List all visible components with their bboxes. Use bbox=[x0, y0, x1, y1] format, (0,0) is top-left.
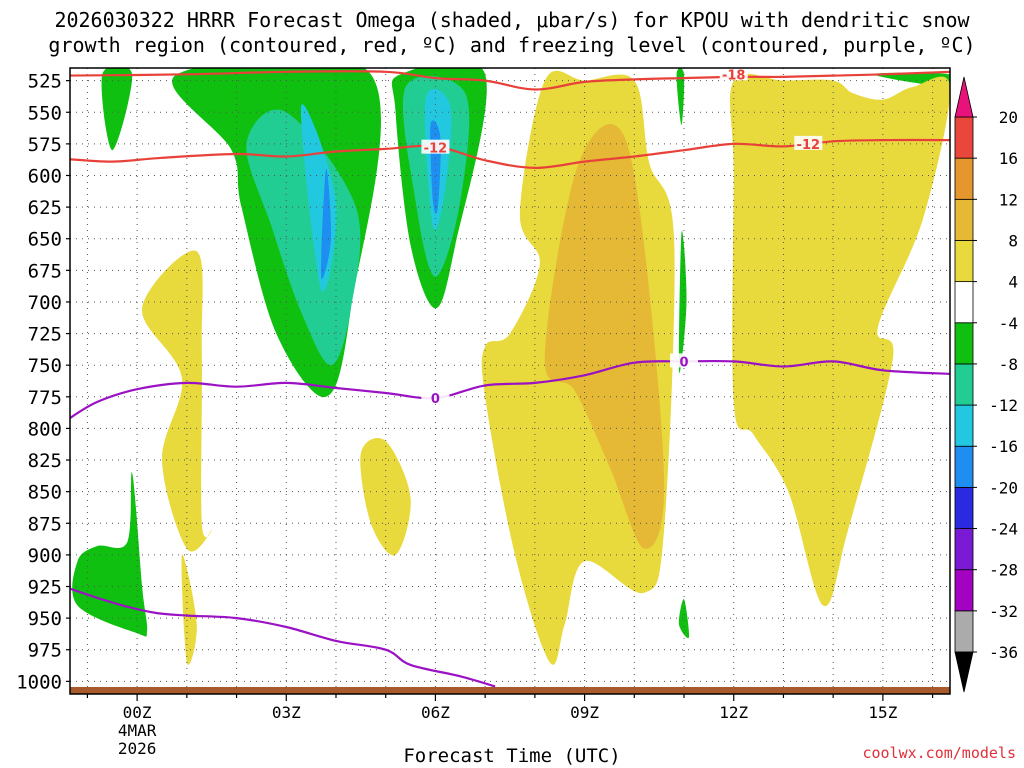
contour-label-2: -12 bbox=[797, 138, 821, 153]
y-tick-label-675: 675 bbox=[28, 260, 62, 282]
y-tick-label-775: 775 bbox=[28, 387, 62, 409]
colorbar-segment-16 bbox=[954, 116, 974, 159]
contour-label-bg-4 bbox=[670, 353, 699, 368]
x-tick-label-06Z: 06Z bbox=[421, 703, 450, 722]
y-tick-label-875: 875 bbox=[28, 513, 62, 535]
colorbar: -36 -32 -28 -24 -20 -16 -12 -8 -4 4 8 12 16 20 bbox=[954, 76, 1018, 693]
y-tick-label-1000: 1000 bbox=[16, 671, 62, 693]
colorbar-label--8: -8 bbox=[999, 355, 1018, 374]
y-tick-label-600: 600 bbox=[28, 165, 62, 187]
grid-layer bbox=[70, 68, 950, 694]
y-tick-label-575: 575 bbox=[28, 134, 62, 156]
colorbar-segment-4 bbox=[954, 240, 974, 283]
colorbar-label-4: 4 bbox=[1008, 273, 1018, 292]
y-tick-label-650: 650 bbox=[28, 229, 62, 251]
y-tick-label-800: 800 bbox=[28, 418, 62, 440]
colorbar-segment-12 bbox=[954, 157, 974, 200]
axes-layer: 525 550 575 600 625 650 675 700 725 750 775 800 825 8… bbox=[16, 71, 934, 758]
contour-line-1 bbox=[70, 138, 950, 170]
contour-label-bg-2 bbox=[794, 135, 823, 150]
colorbar-segment--28 bbox=[954, 528, 974, 571]
y-tick-label-750: 750 bbox=[28, 355, 62, 377]
y-tick-label-700: 700 bbox=[28, 292, 62, 314]
colorbar-label-8: 8 bbox=[1008, 231, 1018, 250]
contour-label-bg-1 bbox=[421, 139, 450, 154]
colorbar-segment--12 bbox=[954, 363, 974, 406]
x-tick-label-12Z: 12Z bbox=[719, 703, 748, 722]
chart-title-line-1: 2026030322 HRRR Forecast Omega (shaded, … bbox=[54, 8, 970, 32]
colorbar-label--16: -16 bbox=[989, 437, 1018, 456]
omega-region-green-spike-low bbox=[678, 599, 690, 639]
x-tick-year: 2026 bbox=[118, 739, 157, 758]
omega-region-yellow-left-small bbox=[181, 554, 197, 665]
colorbar-label--28: -28 bbox=[989, 561, 1018, 580]
colorbar-segment--4 bbox=[954, 281, 974, 324]
colorbar-label--32: -32 bbox=[989, 602, 1018, 621]
omega-region-yellow-right-main bbox=[730, 73, 950, 607]
y-tick-label-900: 900 bbox=[28, 545, 62, 567]
contour-layer: -18 -12 -12 0 0 bbox=[70, 68, 950, 688]
colorbar-segment--20 bbox=[954, 445, 974, 488]
y-tick-label-850: 850 bbox=[28, 482, 62, 504]
y-tick-label-625: 625 bbox=[28, 197, 62, 219]
credit-link[interactable]: coolwx.com/models bbox=[862, 744, 1016, 762]
contour-line-0 bbox=[70, 70, 950, 91]
y-tick-label-975: 975 bbox=[28, 640, 62, 662]
x-tick-label-00Z: 00Z bbox=[123, 703, 152, 722]
colorbar-label--4: -4 bbox=[999, 314, 1018, 333]
omega-region-blue-east bbox=[320, 168, 332, 280]
colorbar-label-12: 12 bbox=[999, 190, 1018, 209]
x-tick-label-03Z: 03Z bbox=[272, 703, 301, 722]
colorbar-label--24: -24 bbox=[989, 520, 1018, 539]
y-tick-label-725: 725 bbox=[28, 324, 62, 346]
chart-title-line-2: growth region (contoured, red, ºC) and f… bbox=[48, 33, 976, 57]
contour-label-bg-3 bbox=[421, 390, 450, 405]
x-axis-label: Forecast Time (UTC) bbox=[403, 745, 621, 767]
x-tick-label-09Z: 09Z bbox=[570, 703, 599, 722]
contour-label-3: 0 bbox=[431, 392, 440, 407]
omega-region-teal-east-upper bbox=[246, 109, 361, 366]
contour-label-1: -12 bbox=[424, 142, 448, 157]
colorbar-segment--24 bbox=[954, 486, 974, 529]
y-tick-label-950: 950 bbox=[28, 608, 62, 630]
contour-label-bg-0 bbox=[719, 68, 748, 81]
colorbar-label--36: -36 bbox=[989, 643, 1018, 662]
colorbar-segment-8 bbox=[954, 198, 974, 241]
contour-label-4: 0 bbox=[679, 355, 688, 370]
colorbar-label-16: 16 bbox=[999, 149, 1018, 168]
contour-line-2 bbox=[70, 359, 950, 420]
colorbar-label--20: -20 bbox=[989, 478, 1018, 497]
y-tick-label-925: 925 bbox=[28, 577, 62, 599]
colorbar-segment--8 bbox=[954, 322, 974, 365]
colorbar-under-arrow bbox=[954, 651, 974, 693]
omega-region-green-left-bottom bbox=[72, 472, 148, 637]
colorbar-label-20: 20 bbox=[999, 108, 1018, 127]
y-tick-label-825: 825 bbox=[28, 450, 62, 472]
ground-layer bbox=[70, 687, 950, 694]
omega-region-green-spike-top bbox=[676, 68, 685, 125]
contour-line-3 bbox=[70, 587, 496, 688]
colorbar-label--12: -12 bbox=[989, 396, 1018, 415]
colorbar-segment--32 bbox=[954, 569, 974, 612]
colorbar-over-arrow bbox=[954, 76, 974, 118]
plot-frame bbox=[69, 67, 951, 695]
x-tick-date: 4MAR bbox=[118, 721, 157, 740]
omega-region-yellow-mid-small bbox=[360, 437, 411, 556]
omega-region-yellow-left-lobe bbox=[141, 250, 213, 552]
y-tick-label-550: 550 bbox=[28, 102, 62, 124]
omega-region-green-left-top bbox=[101, 68, 133, 151]
colorbar-segment--36 bbox=[954, 610, 974, 653]
omega-shading-layer bbox=[72, 68, 950, 665]
contour-label-0: -18 bbox=[722, 68, 746, 83]
y-tick-label-525: 525 bbox=[28, 71, 62, 93]
x-tick-label-15Z: 15Z bbox=[868, 703, 897, 722]
colorbar-segment--16 bbox=[954, 404, 974, 447]
ground-surface bbox=[70, 687, 950, 694]
